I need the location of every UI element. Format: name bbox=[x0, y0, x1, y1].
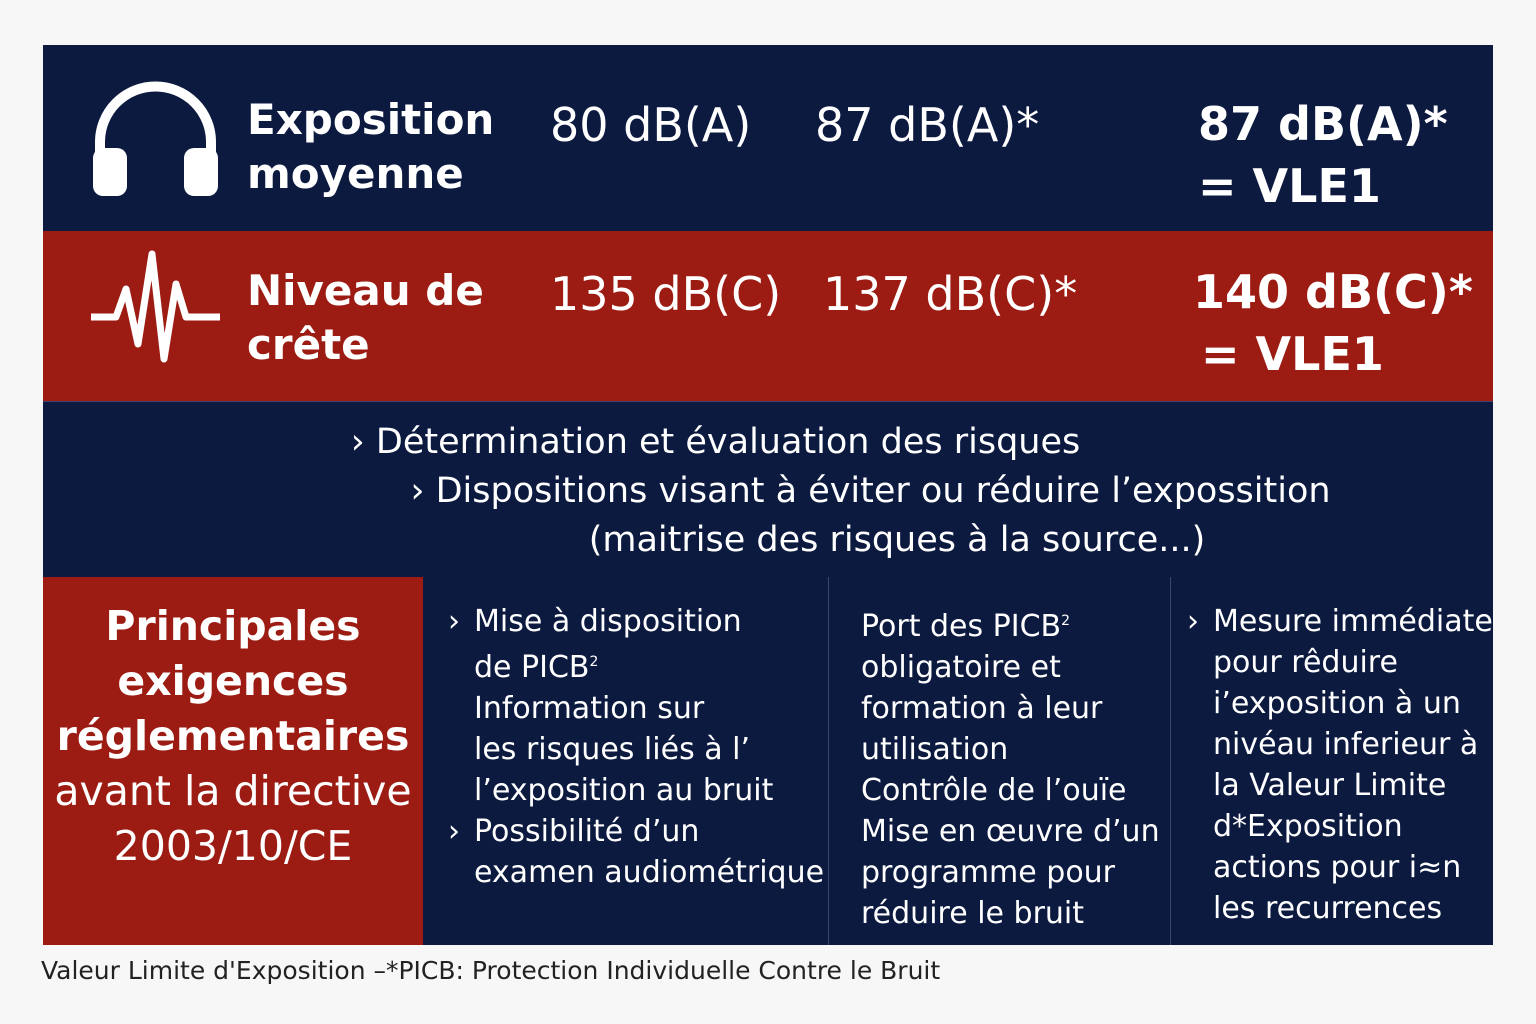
exposure-label-2: moyenne bbox=[247, 149, 464, 198]
measure-line-3: (maitrise des risques à la source...) bbox=[588, 520, 1206, 560]
requirements-col-1: Mise à disposition de PICB2 Information … bbox=[423, 577, 828, 945]
requirements-row: Principales exigences réglementaires ava… bbox=[43, 577, 1493, 945]
col1-line: Possibilité d’un bbox=[448, 811, 828, 852]
col3-line: i’exposition à un bbox=[1213, 686, 1461, 721]
col3-line: nivéau inferieur à bbox=[1213, 727, 1479, 762]
footnote-2: 2 bbox=[1061, 613, 1071, 629]
exposure-value-1: 80 dB(A) bbox=[550, 98, 752, 152]
peak-value-1: 135 dB(C) bbox=[550, 267, 782, 321]
col2-line: réduire le bruit bbox=[861, 896, 1085, 931]
col3-line: pour rêduire bbox=[1213, 645, 1398, 680]
peak-vle: = VLE1 bbox=[1201, 327, 1384, 381]
measures-row: › Détermination et évaluation des risque… bbox=[43, 401, 1493, 578]
col3-line: actions pour i≈n bbox=[1213, 850, 1462, 885]
measure-line-1: Détermination et évaluation des risques bbox=[375, 422, 1081, 462]
heading-line: réglementaires bbox=[56, 712, 410, 760]
exposure-row: Exposition moyenne 80 dB(A) 87 dB(A)* 87… bbox=[43, 45, 1493, 231]
requirements-col-3: Mesure immédiate pour rêduire i’expositi… bbox=[1170, 577, 1493, 945]
peak-label-1: Niveau de bbox=[247, 266, 484, 315]
col3-line: les recurrences bbox=[1213, 891, 1443, 926]
col1-line: Information sur bbox=[474, 691, 705, 726]
col2-line: programme pour bbox=[861, 855, 1116, 890]
peak-row: Niveau de crête 135 dB(C) 137 dB(C)* 140… bbox=[43, 231, 1493, 401]
peak-value-3: 140 dB(C)* bbox=[1193, 265, 1473, 319]
col3-line: la Valeur Limite bbox=[1213, 768, 1447, 803]
col1-line: l’exposition au bruit bbox=[474, 773, 774, 808]
exposure-label-1: Exposition bbox=[247, 95, 495, 144]
peak-label-2: crête bbox=[247, 320, 370, 369]
col1-line: examen audiométrique bbox=[474, 855, 825, 890]
measure-line-2: Dispositions visant à éviter ou réduire … bbox=[435, 471, 1331, 511]
col2-line: Port des PICB bbox=[861, 609, 1062, 644]
heartbeat-waveform-icon bbox=[91, 250, 220, 363]
headphones-icon bbox=[93, 81, 218, 196]
peak-value-2: 137 dB(C)* bbox=[823, 267, 1078, 321]
requirements-col-2: Port des PICB2 obligatoire et formation … bbox=[828, 577, 1170, 945]
col2-line: Contrôle de l’ouïe bbox=[861, 773, 1127, 808]
requirements-heading: Principales exigences réglementaires ava… bbox=[43, 577, 423, 945]
col2-line: utilisation bbox=[861, 732, 1009, 767]
col3-line: d*Exposition bbox=[1213, 809, 1403, 844]
footer-note: Valeur Limite d'Exposition –*PICB: Prote… bbox=[41, 956, 941, 985]
col2-line: obligatoire et bbox=[861, 650, 1061, 685]
heading-line: Principales bbox=[105, 602, 361, 650]
heading-line: avant la directive bbox=[54, 767, 412, 815]
col2-line: formation à leur bbox=[861, 691, 1103, 726]
col1-line: de PICB bbox=[474, 650, 590, 685]
col3-line: Mesure immédiate bbox=[1187, 601, 1493, 642]
exposure-value-2: 87 dB(A)* bbox=[815, 98, 1040, 152]
exposure-value-3: 87 dB(A)* bbox=[1198, 97, 1448, 151]
col1-line: les risques liés à l’ bbox=[474, 732, 751, 767]
footnote-2: 2 bbox=[589, 654, 599, 670]
col2-line: Mise en œuvre d’un bbox=[861, 814, 1160, 849]
heading-line: 2003/10/CE bbox=[113, 822, 353, 870]
heading-line: exigences bbox=[117, 657, 349, 705]
exposure-vle: = VLE1 bbox=[1198, 159, 1381, 213]
col1-line: Mise à disposition bbox=[448, 601, 828, 642]
